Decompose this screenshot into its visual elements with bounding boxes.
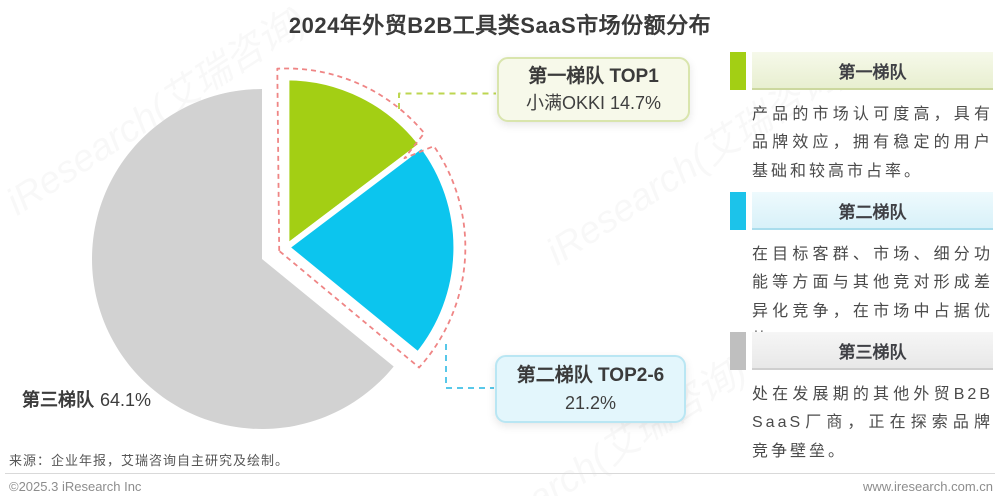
tier1-panel-description: 产品的市场认可度高，具有品牌效应，拥有稳定的用户基础和较高市占率。 — [752, 106, 993, 180]
tier1-leader-line — [398, 92, 496, 109]
footer-divider — [5, 473, 995, 474]
tier2-callout: 第二梯队 TOP2-6 21.2% — [495, 355, 686, 423]
pie-slice-tier3 — [92, 89, 394, 429]
pie-slice-tier1 — [283, 74, 425, 251]
tier1-marker-square — [730, 52, 746, 90]
tier3-marker-square — [730, 332, 746, 370]
tier2-marker-square — [730, 192, 746, 230]
tier2-panel-title: 第二梯队 — [752, 192, 993, 230]
tier1-panel-title: 第一梯队 — [752, 52, 993, 90]
tier3-slice-label-value: 64.1% — [100, 390, 152, 410]
tier3-panel-header: 第三梯队 — [730, 332, 993, 370]
tier-panel-2: 第二梯队 在目标客群、市场、细分功能等方面与其他竞对形成差异化竞争，在市场中占据… — [730, 192, 993, 355]
tier2-leader-line — [445, 344, 494, 389]
source-note: 来源：企业年报，艾瑞咨询自主研究及绘制。 — [9, 453, 290, 468]
tier3-slice-label: 第三梯队 64.1% — [22, 386, 151, 412]
tier-panel-3: 第三梯队 处在发展期的其他外贸B2B SaaS厂商，正在探索品牌竞争壁垒。 — [730, 332, 993, 466]
tier3-panel-description: 处在发展期的其他外贸B2B SaaS厂商，正在探索品牌竞争壁垒。 — [752, 386, 993, 460]
tier3-panel-title: 第三梯队 — [752, 332, 993, 370]
pie-chart — [92, 67, 496, 429]
copyright-text: ©2025.3 iResearch Inc — [9, 479, 142, 494]
website-link[interactable]: www.iresearch.com.cn — [862, 479, 993, 494]
selection-dashed-outline — [276, 67, 467, 369]
tier1-callout-title: 第一梯队 TOP1 — [528, 65, 659, 87]
tier2-panel-description: 在目标客群、市场、细分功能等方面与其他竞对形成差异化竞争，在市场中占据优势。 — [752, 246, 993, 348]
tier1-callout: 第一梯队 TOP1 小满OKKI 14.7% — [497, 57, 690, 122]
tier-panel-1: 第一梯队 产品的市场认可度高，具有品牌效应，拥有稳定的用户基础和较高市占率。 — [730, 52, 993, 186]
tier2-callout-value: 21.2% — [564, 392, 617, 413]
tier2-panel-header: 第二梯队 — [730, 192, 993, 230]
chart-title: 2024年外贸B2B工具类SaaS市场份额分布 — [288, 13, 712, 38]
tier3-slice-label-name: 第三梯队 — [22, 390, 94, 410]
tier2-callout-title: 第二梯队 TOP2-6 — [516, 365, 665, 387]
pie-slice-tier2 — [283, 141, 460, 358]
tier1-callout-value: 小满OKKI 14.7% — [525, 93, 662, 114]
tier1-panel-header: 第一梯队 — [730, 52, 993, 90]
